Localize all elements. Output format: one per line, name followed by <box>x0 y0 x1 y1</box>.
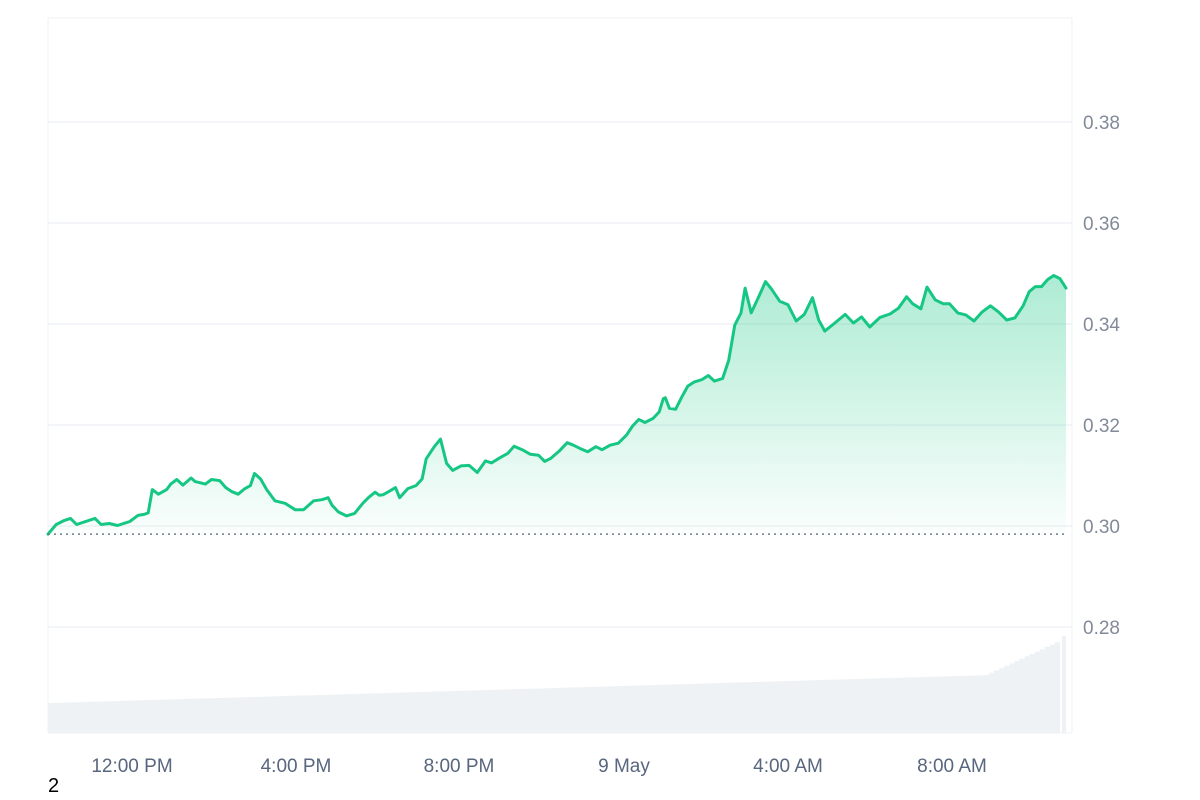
volume-bar-last <box>1062 636 1066 733</box>
price-line <box>46 274 1068 536</box>
y-tick-label: 0.38 <box>1083 113 1120 134</box>
y-tick-label: 0.32 <box>1083 416 1120 437</box>
y-tick-label: 0.36 <box>1083 214 1120 235</box>
corner-label: 2 <box>48 775 60 797</box>
x-tick-label: 4:00 AM <box>753 756 823 777</box>
volume-area <box>48 642 1060 733</box>
price-area-fill <box>48 275 1066 535</box>
y-axis-ticks: 0.28 0.30 0.32 0.34 0.36 0.38 <box>1083 113 1120 639</box>
volume-bars <box>48 636 1066 733</box>
x-axis-ticks: 12:00 PM 4:00 PM 8:00 PM 9 May 4:00 AM 8:00 A… <box>91 756 987 777</box>
x-tick-label: 8:00 PM <box>424 756 495 777</box>
y-tick-label: 0.28 <box>1083 618 1120 639</box>
price-line-layer <box>46 274 1068 536</box>
price-area <box>48 275 1066 535</box>
y-tick-label: 0.34 <box>1083 315 1120 336</box>
x-tick-label: 4:00 PM <box>261 756 332 777</box>
y-tick-label: 0.30 <box>1083 517 1120 538</box>
x-tick-label: 12:00 PM <box>91 756 172 777</box>
x-tick-label: 9 May <box>598 756 650 777</box>
x-tick-label: 8:00 AM <box>917 756 987 777</box>
